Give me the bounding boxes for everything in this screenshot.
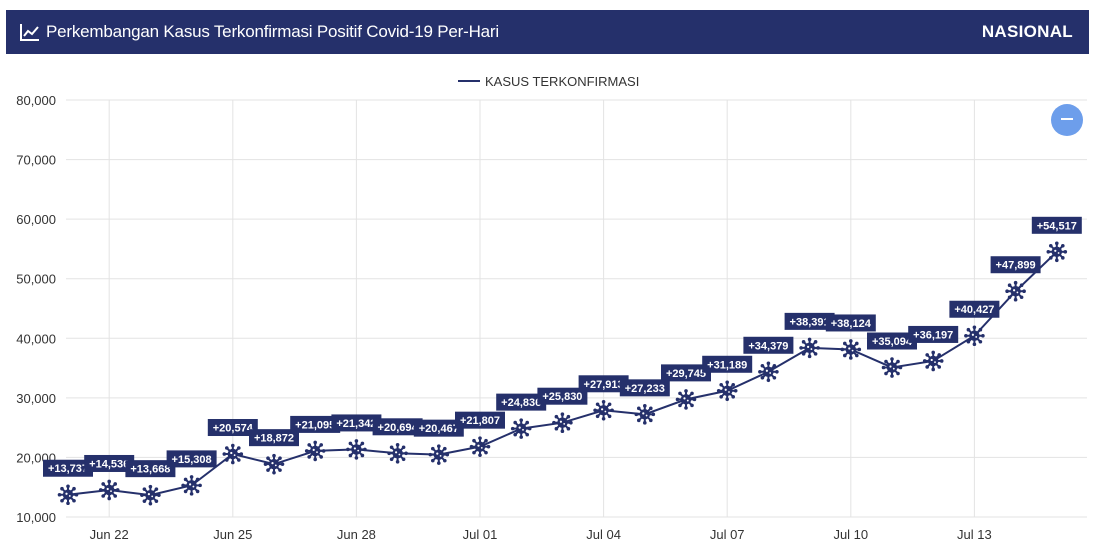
svg-text:+34,379: +34,379 <box>748 340 788 352</box>
virus-marker[interactable] <box>387 442 408 464</box>
covid-daily-chart: 10,00020,00030,00040,00050,00060,00070,0… <box>16 74 1087 542</box>
chart-title: Perkembangan Kasus Terkonfirmasi Positif… <box>46 22 499 41</box>
zoom-out-button[interactable] <box>1051 104 1083 136</box>
virus-marker[interactable] <box>510 418 532 439</box>
svg-text:+54,517: +54,517 <box>1037 220 1077 232</box>
svg-text:+14,536: +14,536 <box>89 458 129 470</box>
data-label: +27,913 <box>578 375 629 393</box>
x-tick-label: Jun 28 <box>337 527 376 542</box>
data-label: +13,668 <box>125 460 176 478</box>
svg-text:+36,197: +36,197 <box>913 329 953 341</box>
chart-header: Perkembangan Kasus Terkonfirmasi Positif… <box>6 10 1089 54</box>
x-tick-label: Jul 13 <box>957 527 992 542</box>
svg-text:+31,189: +31,189 <box>707 359 747 371</box>
virus-marker[interactable] <box>922 350 944 372</box>
data-label: +38,124 <box>825 314 876 332</box>
data-label: +20,574 <box>207 419 258 437</box>
data-label: +15,308 <box>166 450 217 468</box>
legend[interactable]: KASUS TERKONFIRMASI <box>458 74 639 89</box>
virus-marker[interactable] <box>304 440 326 462</box>
data-label: +31,189 <box>702 355 753 373</box>
svg-text:+20,694: +20,694 <box>378 422 419 434</box>
data-label: +54,517 <box>1031 216 1082 234</box>
data-label: +36,197 <box>908 325 959 343</box>
x-tick-label: Jun 25 <box>213 527 252 542</box>
y-tick-label: 10,000 <box>16 510 56 525</box>
line-chart-icon <box>20 24 39 41</box>
data-label: +18,872 <box>249 429 299 447</box>
y-tick-label: 80,000 <box>16 93 56 108</box>
virus-marker[interactable] <box>222 443 244 465</box>
svg-text:+38,391: +38,391 <box>790 316 830 328</box>
data-label: +21,342 <box>331 414 382 432</box>
svg-text:+15,308: +15,308 <box>172 454 212 466</box>
y-tick-label: 50,000 <box>16 272 56 287</box>
svg-text:+24,836: +24,836 <box>501 397 541 409</box>
x-tick-label: Jul 10 <box>833 527 868 542</box>
virus-marker[interactable] <box>552 412 573 433</box>
y-tick-label: 70,000 <box>16 153 56 168</box>
data-label: +13,737 <box>43 459 93 477</box>
svg-text:+47,899: +47,899 <box>996 260 1036 272</box>
x-tick-label: Jun 22 <box>90 527 129 542</box>
data-label: +47,899 <box>990 256 1041 274</box>
minus-icon <box>1061 117 1073 120</box>
svg-text:+18,872: +18,872 <box>254 433 294 445</box>
virus-marker[interactable] <box>346 439 367 460</box>
virus-marker[interactable] <box>98 479 120 501</box>
svg-text:+13,737: +13,737 <box>48 463 88 475</box>
virus-marker[interactable] <box>469 436 491 457</box>
data-label: +24,836 <box>496 393 547 411</box>
data-label: +29,745 <box>661 364 711 382</box>
virus-marker[interactable] <box>263 453 285 475</box>
virus-marker[interactable] <box>716 380 738 402</box>
y-tick-label: 30,000 <box>16 391 56 406</box>
data-label: +20,694 <box>372 418 423 436</box>
data-label: +34,379 <box>743 336 794 354</box>
data-label: +21,095 <box>290 415 341 433</box>
y-tick-label: 60,000 <box>16 212 56 227</box>
virus-marker[interactable] <box>964 325 985 347</box>
svg-text:+20,574: +20,574 <box>213 423 254 435</box>
svg-text:+21,095: +21,095 <box>295 419 335 431</box>
data-label: +21,807 <box>455 411 505 429</box>
virus-marker[interactable] <box>799 337 820 359</box>
data-label: +25,830 <box>537 387 588 405</box>
virus-marker[interactable] <box>428 444 450 465</box>
data-label: +40,427 <box>949 300 1000 318</box>
data-label: +38,391 <box>784 312 835 330</box>
x-tick-label: Jul 04 <box>586 527 621 542</box>
svg-text:+35,094: +35,094 <box>872 336 913 348</box>
svg-text:+20,467: +20,467 <box>419 423 459 435</box>
svg-text:+21,342: +21,342 <box>336 418 376 430</box>
virus-marker[interactable] <box>840 339 862 360</box>
virus-marker[interactable] <box>1046 241 1068 263</box>
x-tick-label: Jul 07 <box>710 527 745 542</box>
scope-label[interactable]: NASIONAL <box>981 22 1073 41</box>
virus-marker[interactable] <box>758 361 779 383</box>
legend-label: KASUS TERKONFIRMASI <box>485 74 639 89</box>
virus-marker[interactable] <box>140 484 161 506</box>
virus-marker[interactable] <box>1005 280 1026 302</box>
svg-text:+13,668: +13,668 <box>130 464 170 476</box>
data-label: +20,467 <box>413 419 464 437</box>
svg-text:+38,124: +38,124 <box>831 318 872 330</box>
y-tick-label: 40,000 <box>16 331 56 346</box>
x-tick-label: Jul 01 <box>463 527 498 542</box>
virus-marker[interactable] <box>57 484 79 506</box>
svg-text:+29,745: +29,745 <box>666 368 706 380</box>
virus-marker[interactable] <box>675 389 697 410</box>
virus-marker[interactable] <box>593 399 614 421</box>
svg-text:+27,233: +27,233 <box>625 383 665 395</box>
svg-text:+25,830: +25,830 <box>542 391 582 403</box>
data-label: +27,233 <box>619 379 670 397</box>
svg-text:+27,913: +27,913 <box>584 379 624 391</box>
virus-marker[interactable] <box>181 475 202 496</box>
data-label: +35,094 <box>867 332 917 350</box>
svg-text:+21,807: +21,807 <box>460 415 500 427</box>
svg-text:+40,427: +40,427 <box>954 304 994 316</box>
virus-marker[interactable] <box>881 357 903 378</box>
data-label: +14,536 <box>84 454 135 472</box>
virus-marker[interactable] <box>634 404 656 425</box>
